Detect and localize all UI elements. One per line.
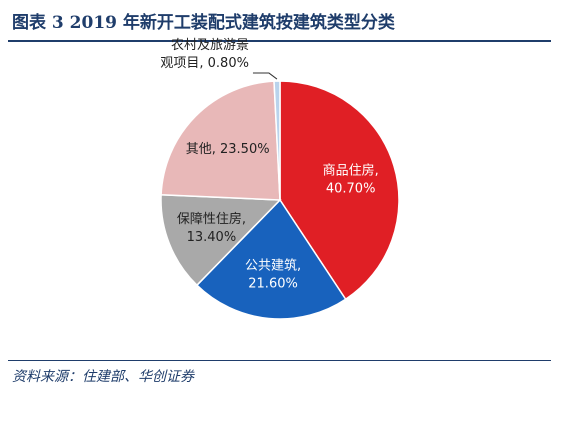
pie-label-rural-tourism: 农村及旅游景观项目, 0.80% (160, 38, 249, 71)
pie-label-line: 其他, 23.50% (186, 142, 270, 157)
pie-label-line: 40.70% (326, 182, 376, 197)
callout-leader-line (252, 72, 278, 80)
pie-slice-affordable-housing (160, 193, 282, 287)
pie-label-line: 公共建筑, (245, 257, 301, 273)
pie-label-line: 商品住房, (323, 163, 379, 179)
source-divider (8, 360, 551, 361)
pie-slice-rural-tourism (273, 80, 281, 201)
pie-label-commercial-housing: 商品住房, 40.70% (323, 163, 379, 197)
pie-label-affordable-housing: 保障性住房, 13.40% (177, 211, 246, 245)
source-note: 资料来源：住建部、华创证券 (12, 369, 194, 385)
pie-slice-other (160, 80, 281, 201)
pie-slice-public-buildings (195, 198, 347, 320)
pie-label-other: 其他, 23.50% (186, 142, 270, 157)
title-divider (8, 40, 551, 42)
pie-label-line: 21.60% (248, 276, 298, 291)
pie-label-public-buildings: 公共建筑, 21.60% (245, 257, 301, 291)
pie-label-line: 农村及旅游景 (171, 38, 249, 53)
pie-label-line: 观项目, 0.80% (160, 56, 249, 71)
pie-chart: 商品住房, 40.70% 公共建筑, 21.60% 保障性住房, 13.40% 其他, 23… (160, 38, 400, 320)
pie-label-line: 保障性住房, (177, 211, 246, 227)
figure-title: 图表 3 2019 年新开工装配式建筑按建筑类型分类 (12, 13, 395, 33)
pie-label-line: 13.40% (187, 230, 237, 245)
